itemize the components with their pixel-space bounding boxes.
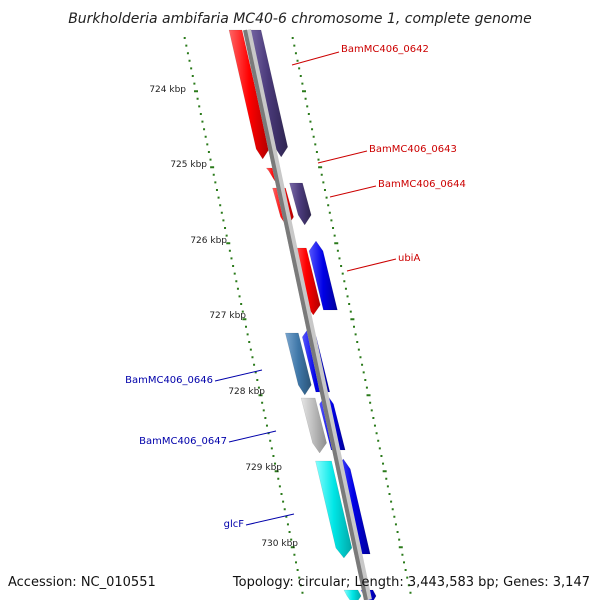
tick-marks: [183, 37, 412, 594]
tick-label: 725 kbp: [170, 160, 207, 170]
gene-leader: [245, 513, 295, 526]
chromosome-backbone: [243, 29, 368, 600]
tick-label: 729 kbp: [245, 463, 282, 473]
gene-leader: [214, 369, 263, 382]
gene-arrow-blue-1[interactable]: [308, 240, 338, 311]
tick-label: 727 kbp: [209, 311, 246, 321]
tick-labels: 724 kbp 725 kbp 726 kbp 727 kbp 728 kbp …: [149, 85, 298, 549]
gene-labels-right: BamMC406_0642 BamMC406_0643 BamMC406_064…: [341, 44, 466, 264]
gene-arrow-cyan-tail[interactable]: [343, 589, 362, 600]
gene-label-bammc406-0643[interactable]: BamMC406_0643: [369, 144, 457, 155]
gene-labels-left: BamMC406_0646 BamMC406_0647 glcF: [125, 375, 244, 530]
gene-label-glcf[interactable]: glcF: [224, 519, 245, 530]
gene-label-bammc406-0646[interactable]: BamMC406_0646: [125, 375, 213, 386]
gene-arrow-purple-2[interactable]: [289, 182, 312, 226]
gene-leader: [228, 430, 277, 443]
tick-label: 724 kbp: [149, 85, 186, 95]
gene-leader: [346, 258, 397, 272]
gene-label-ubia[interactable]: ubiA: [398, 253, 420, 264]
gene-label-bammc406-0642[interactable]: BamMC406_0642: [341, 44, 429, 55]
tick-label: 728 kbp: [228, 387, 265, 397]
gene-leader: [329, 185, 377, 198]
gene-label-bammc406-0644[interactable]: BamMC406_0644: [378, 179, 466, 190]
gene-leader-lines: [214, 51, 397, 526]
map-title: Burkholderia ambifaria MC40-6 chromosome…: [68, 11, 532, 27]
gene-arrow-glcf[interactable]: [315, 460, 353, 559]
gene-label-bammc406-0647[interactable]: BamMC406_0647: [139, 436, 227, 447]
gene-features: [228, 29, 377, 600]
gene-arrow-bammc406-0642[interactable]: [228, 29, 270, 160]
gene-leader: [317, 150, 368, 164]
gene-leader: [291, 51, 340, 66]
tick-label: 730 kbp: [261, 539, 298, 549]
accession-text: Accession: NC_010551: [8, 575, 156, 590]
gene-arrow-bammc406-0646[interactable]: [284, 332, 312, 396]
topology-text: Topology: circular; Length: 3,443,583 bp…: [232, 575, 590, 590]
tick-label: 726 kbp: [190, 236, 227, 246]
gene-arrow-bammc406-0647[interactable]: [300, 397, 327, 454]
